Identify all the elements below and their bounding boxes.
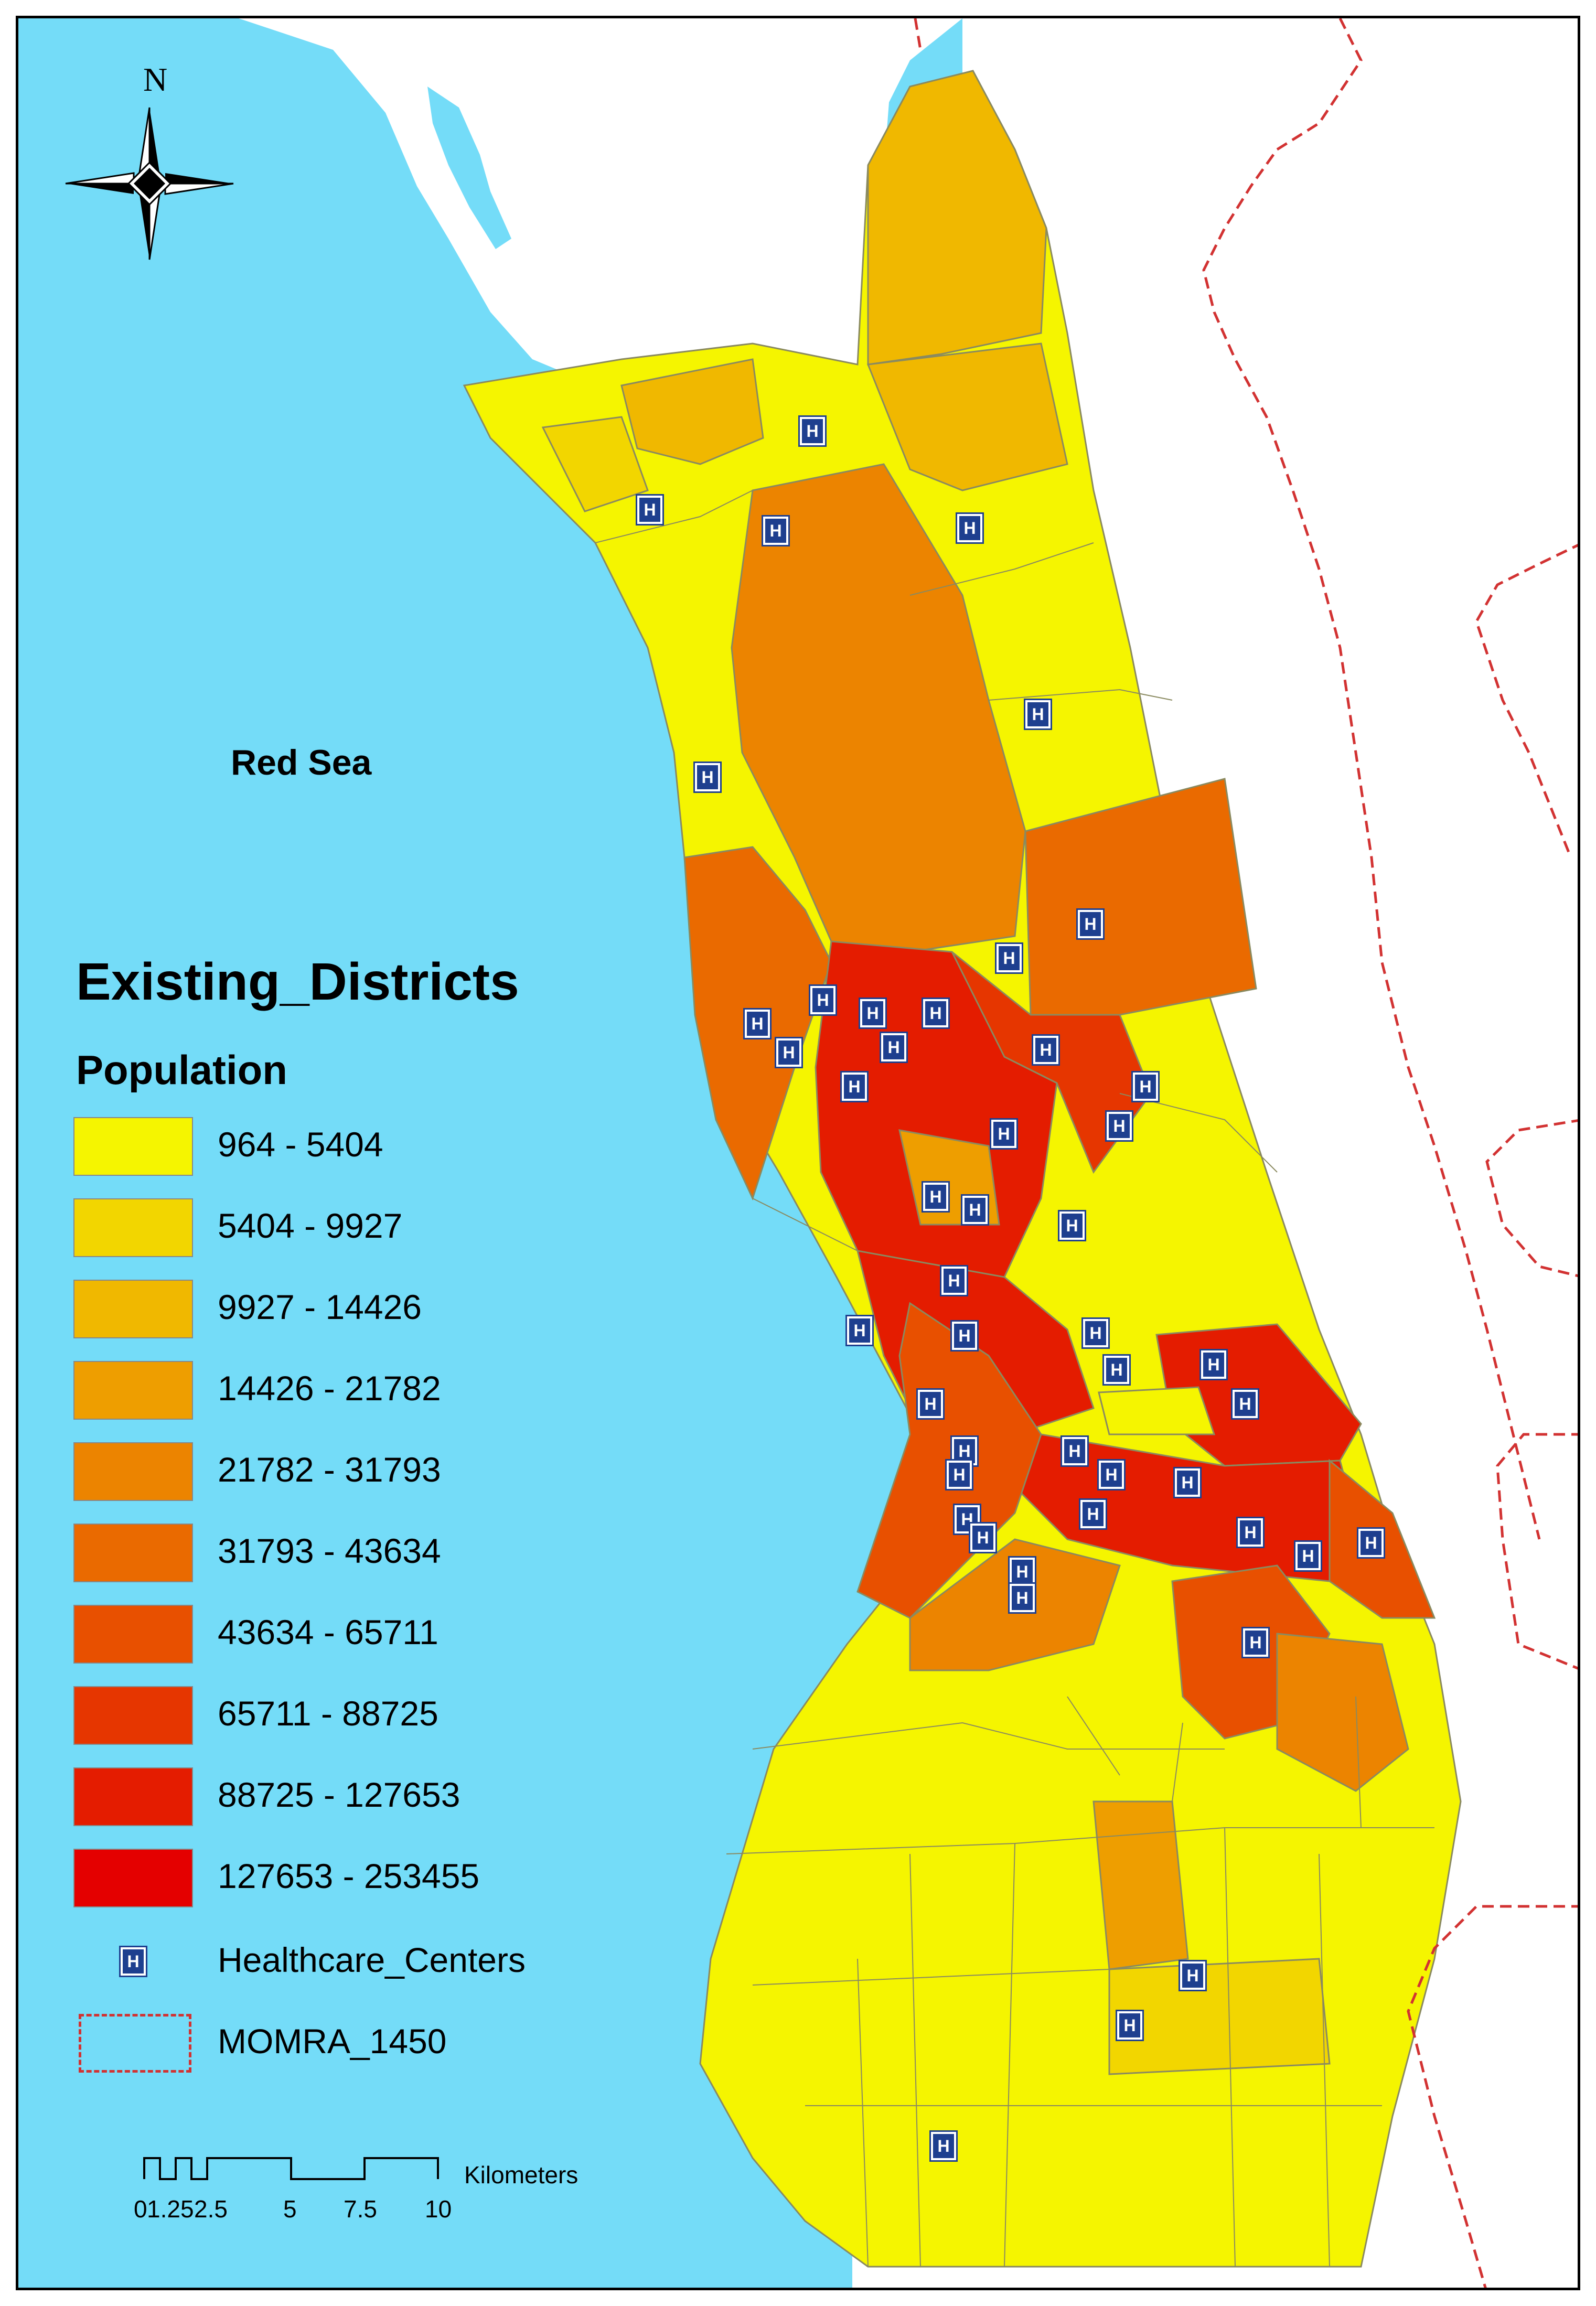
- healthcare-center-icon[interactable]: H: [1061, 1435, 1089, 1467]
- healthcare-center-icon[interactable]: H: [953, 1504, 981, 1535]
- legend-label: MOMRA_1450: [218, 2022, 447, 2061]
- healthcare-center-icon[interactable]: H: [1231, 1388, 1259, 1420]
- healthcare-center-icon[interactable]: H: [1008, 1582, 1036, 1614]
- district-southeast-yellow: [1098, 1386, 1216, 1435]
- district-north-c: [541, 416, 649, 512]
- healthcare-center-icon[interactable]: H: [956, 512, 984, 544]
- healthcare-center-icon[interactable]: H: [995, 942, 1023, 974]
- healthcare-center-icon[interactable]: H: [940, 1265, 968, 1296]
- healthcare-center-icon[interactable]: H: [1024, 699, 1052, 730]
- land-background-north: [239, 18, 962, 396]
- scale-tick-label: 7.5: [344, 2195, 377, 2223]
- healthcare-center-icon[interactable]: H: [840, 1071, 869, 1102]
- healthcare-center-icon[interactable]: H: [1236, 1517, 1265, 1548]
- dashed-boundary-swatch: [79, 2014, 191, 2073]
- scale-tick-label: 1.25: [147, 2195, 194, 2223]
- healthcare-center-icon[interactable]: H: [1102, 1354, 1131, 1386]
- legend-label: 5404 - 9927: [218, 1206, 403, 1245]
- district-central-north: [731, 463, 1026, 953]
- healthcare-center-icon[interactable]: H: [762, 515, 790, 546]
- healthcare-center-icon[interactable]: H: [1058, 1210, 1086, 1241]
- healthcare-center-icon[interactable]: H: [1131, 1071, 1160, 1102]
- scale-tick-label: 5: [283, 2195, 297, 2223]
- legend-swatch: [73, 1849, 193, 1907]
- healthcare-center-icon[interactable]: H: [1199, 1349, 1228, 1380]
- healthcare-center-icon[interactable]: H: [1079, 1498, 1107, 1530]
- healthcare-center-icon[interactable]: H: [929, 2130, 958, 2162]
- sea-label: Red Sea: [231, 743, 372, 782]
- legend-swatch: [73, 1686, 193, 1745]
- district-far-south: [1108, 1958, 1331, 2075]
- healthcare-center-icon[interactable]: H: [1173, 1467, 1202, 1498]
- district-north-b: [866, 342, 1068, 491]
- legend-label: 127653 - 253455: [218, 1857, 480, 1895]
- legend-label: Healthcare_Centers: [218, 1940, 526, 1979]
- healthcare-center-icon[interactable]: H: [961, 1194, 989, 1226]
- healthcare-center-icon[interactable]: H: [845, 1315, 874, 1346]
- healthcare-center-icon[interactable]: H: [775, 1037, 803, 1068]
- map-frame: H H H H H H H H H H H H H H H H H H H H …: [16, 16, 1580, 2290]
- scale-tick-label: 10: [425, 2195, 452, 2223]
- legend-label: 21782 - 31793: [218, 1450, 441, 1489]
- healthcare-center-icon[interactable]: H: [809, 984, 837, 1016]
- healthcare-center-icon[interactable]: H: [1241, 1627, 1270, 1658]
- healthcare-center-icon[interactable]: H: [1105, 1110, 1133, 1142]
- healthcare-center-icon[interactable]: H: [636, 494, 664, 525]
- healthcare-center-icon[interactable]: H: [1076, 908, 1105, 940]
- healthcare-center-icon[interactable]: H: [950, 1320, 979, 1352]
- legend-label: 88725 - 127653: [218, 1775, 460, 1814]
- healthcare-center-icon[interactable]: H: [743, 1008, 772, 1039]
- healthcare-center-icon[interactable]: H: [693, 761, 722, 793]
- legend-swatch: [73, 1767, 193, 1826]
- scale-unit-label: Kilometers: [464, 2161, 579, 2189]
- healthcare-center-icon[interactable]: H: [1097, 1459, 1126, 1490]
- healthcare-center-icon[interactable]: H: [1357, 1527, 1385, 1559]
- legend-swatch: [73, 1605, 193, 1664]
- district-boundary-lines: [595, 490, 1434, 2267]
- healthcare-center-icon[interactable]: H: [1032, 1034, 1060, 1066]
- healthcare-center-icon[interactable]: H: [1008, 1556, 1036, 1588]
- legend-label: 43634 - 65711: [218, 1613, 438, 1651]
- healthcare-center-icon[interactable]: H: [922, 998, 950, 1029]
- scale-bar: [143, 2157, 439, 2180]
- scale-tick-label: 0: [134, 2195, 147, 2223]
- legend-swatch: [73, 1442, 193, 1501]
- legend-swatch: [73, 1280, 193, 1338]
- healthcare-center-icon[interactable]: H: [859, 998, 887, 1029]
- healthcare-center-icon: H: [119, 1946, 147, 1977]
- legend-swatch: [73, 1361, 193, 1420]
- map-canvas: [18, 18, 1578, 2288]
- district-east-mid: [1024, 778, 1257, 1016]
- legend-swatch: [73, 1117, 193, 1176]
- scale-tick-label: 2.5: [194, 2195, 228, 2223]
- healthcare-center-icon[interactable]: H: [798, 415, 827, 447]
- legend-label: 964 - 5404: [218, 1125, 383, 1164]
- district-south-orange: [1276, 1633, 1409, 1792]
- healthcare-center-icon[interactable]: H: [1081, 1317, 1110, 1349]
- legend-label: 65711 - 88725: [218, 1694, 438, 1733]
- healthcare-center-icon[interactable]: H: [880, 1032, 908, 1063]
- healthcare-center-icon[interactable]: H: [969, 1522, 997, 1553]
- healthcare-center-icon[interactable]: H: [990, 1118, 1018, 1150]
- legend-label: 31793 - 43634: [218, 1531, 441, 1570]
- healthcare-center-icon[interactable]: H: [945, 1459, 973, 1490]
- north-label: N: [143, 61, 168, 98]
- healthcare-center-icon[interactable]: H: [922, 1181, 950, 1213]
- healthcare-center-icon[interactable]: H: [916, 1388, 945, 1420]
- north-inlet: [427, 87, 511, 249]
- healthcare-center-icon[interactable]: H: [1179, 1960, 1207, 1991]
- north-arrow-icon: [65, 107, 234, 260]
- momra-boundary: [914, 18, 1578, 2288]
- legend-swatch: [73, 1198, 193, 1257]
- legend-label: 14426 - 21782: [218, 1369, 441, 1408]
- legend-swatch: [73, 1524, 193, 1582]
- district-south-strip: [1092, 1800, 1189, 1970]
- healthcare-center-icon[interactable]: H: [1294, 1540, 1322, 1572]
- legend-label: 9927 - 14426: [218, 1288, 422, 1326]
- legend-subtitle: Population: [76, 1047, 287, 1093]
- district-north-a: [620, 358, 764, 465]
- legend-title: Existing_Districts: [76, 952, 519, 1011]
- healthcare-center-icon[interactable]: H: [1116, 2010, 1144, 2041]
